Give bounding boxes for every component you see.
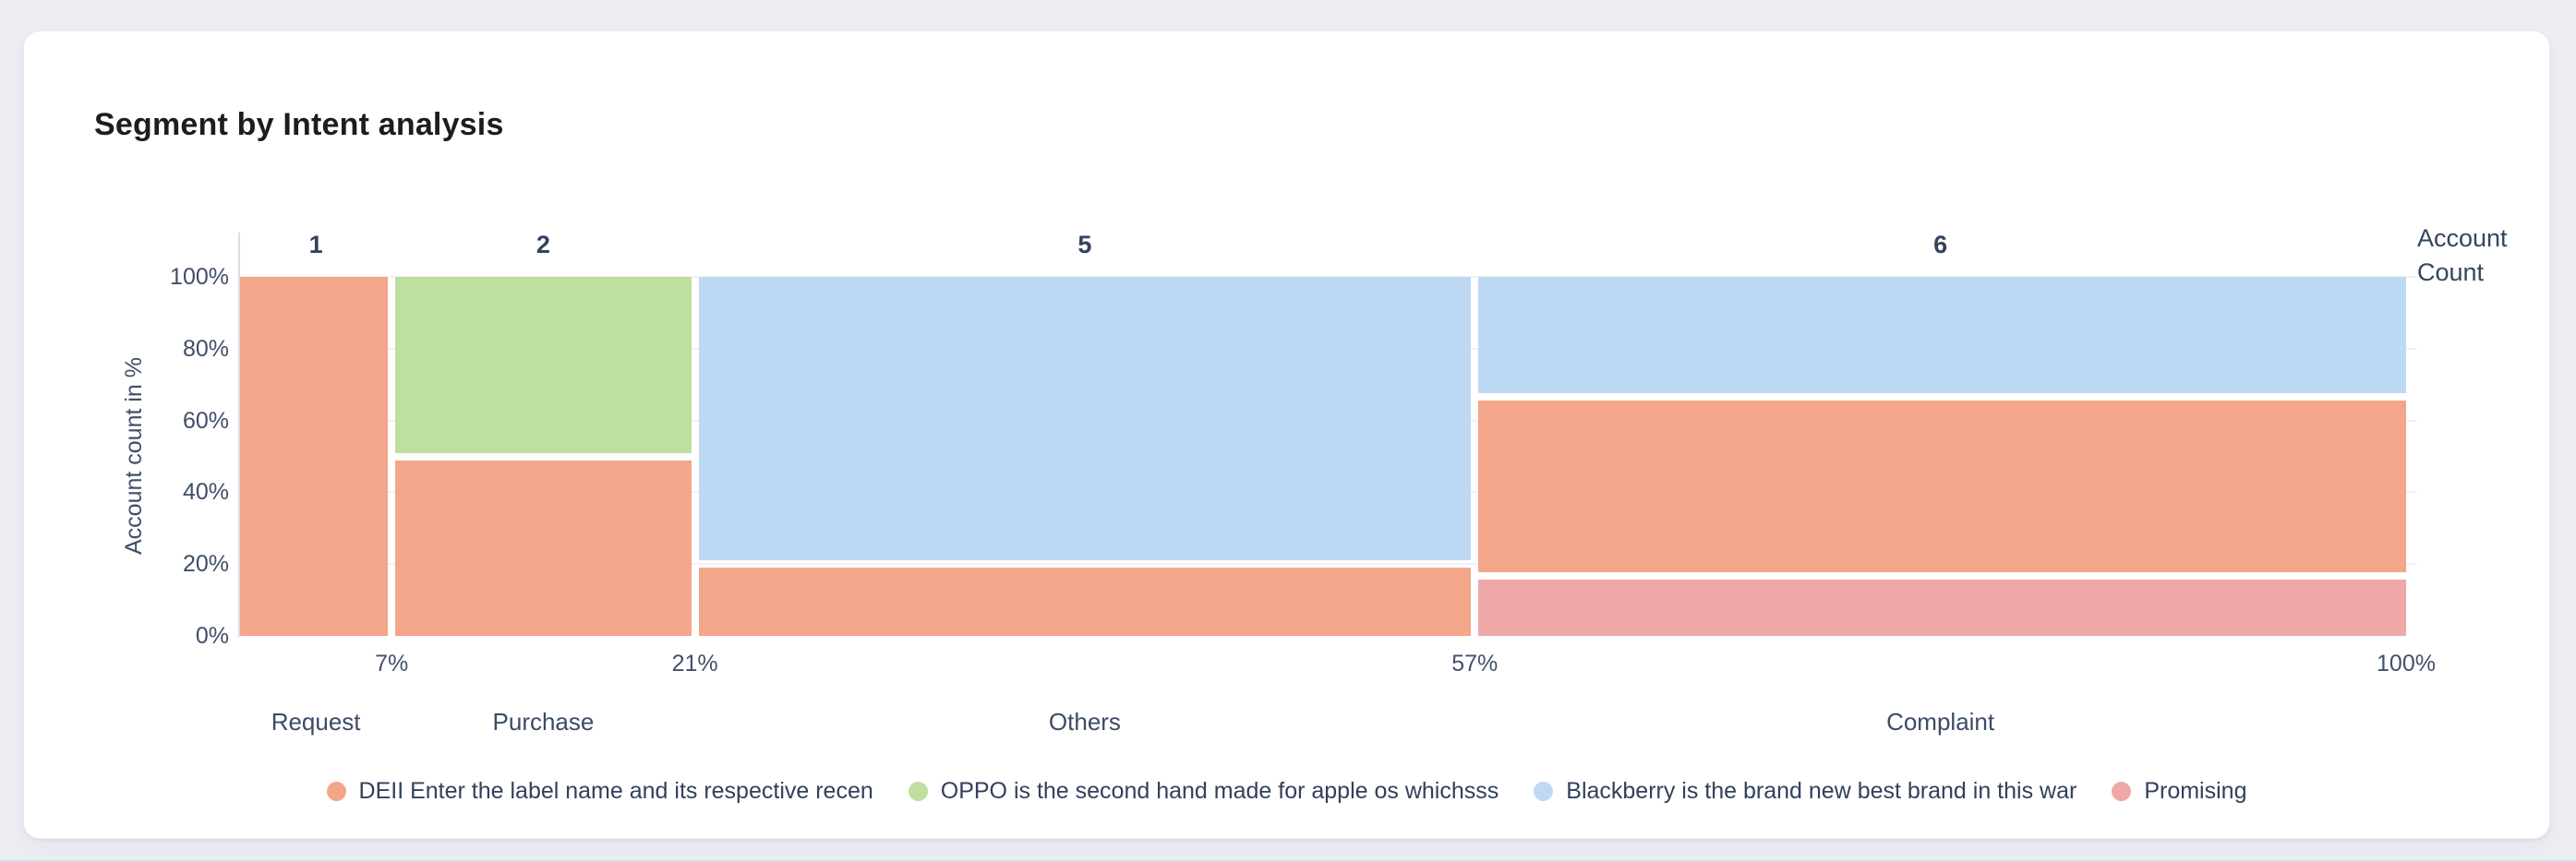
column-header-count: 5 xyxy=(1077,231,1092,258)
y-tick-label: 20% xyxy=(182,551,229,578)
x-axis-boundary-label: 7% xyxy=(375,651,409,676)
chart-card: Segment by Intent analysis Account count… xyxy=(23,30,2550,839)
mosaic-segment[interactable] xyxy=(240,277,389,636)
legend-item[interactable]: DEII Enter the label name and its respec… xyxy=(326,777,873,805)
category-label: Request xyxy=(271,708,361,736)
legend-item[interactable]: Blackberry is the brand new best brand i… xyxy=(1534,778,2076,805)
mosaic-segment[interactable] xyxy=(1478,400,2406,573)
chart-legend: DEII Enter the label name and its respec… xyxy=(24,775,2549,807)
legend-label: DEII Enter the label name and its respec… xyxy=(358,777,873,804)
x-axis-boundary-label: 100% xyxy=(2377,651,2436,676)
legend-label: OPPO is the second hand made for apple o… xyxy=(940,777,1499,804)
legend-dot-icon xyxy=(326,781,346,801)
mosaic-segment[interactable] xyxy=(698,277,1472,561)
x-axis-boundary-label: 57% xyxy=(1451,651,1499,676)
mosaic-segment[interactable] xyxy=(395,460,692,636)
legend-label: Promising xyxy=(2144,777,2247,804)
right-axis-label: Account Count xyxy=(2417,224,2508,286)
y-axis-line xyxy=(238,233,240,637)
category-label: Others xyxy=(1048,708,1121,736)
mosaic-chart: 0% 20% 40% 60% 80% 100% 1 7% Request 2 21% Purchase… xyxy=(24,31,2549,838)
category-label: Complaint xyxy=(1886,708,1995,736)
y-tick-label: 40% xyxy=(182,479,229,506)
column-header-count: 6 xyxy=(1933,231,1948,258)
mosaic-segment[interactable] xyxy=(1478,277,2406,393)
page-bottom-divider xyxy=(0,860,2576,862)
y-tick-label: 0% xyxy=(195,623,229,649)
legend-dot-icon xyxy=(1534,781,1554,801)
column-header-count: 1 xyxy=(308,231,323,258)
legend-dot-icon xyxy=(908,781,928,801)
legend-label: Blackberry is the brand new best brand i… xyxy=(1566,777,2077,804)
mosaic-segment[interactable] xyxy=(395,277,692,453)
y-tick-label: 100% xyxy=(170,264,229,290)
gridline xyxy=(240,563,2417,566)
y-tick-label: 80% xyxy=(182,335,229,362)
mosaic-segment[interactable] xyxy=(1478,580,2406,636)
legend-dot-icon xyxy=(2112,781,2132,801)
legend-item[interactable]: Promising xyxy=(2112,778,2246,805)
chart-title: Segment by Intent analysis xyxy=(94,107,504,142)
mosaic-segment[interactable] xyxy=(698,568,1472,636)
y-tick-label: 60% xyxy=(182,407,229,434)
column-header-count: 2 xyxy=(536,231,550,258)
category-label: Purchase xyxy=(492,708,595,736)
legend-item[interactable]: OPPO is the second hand made for apple o… xyxy=(908,777,1499,805)
x-axis-boundary-label: 21% xyxy=(671,651,718,676)
